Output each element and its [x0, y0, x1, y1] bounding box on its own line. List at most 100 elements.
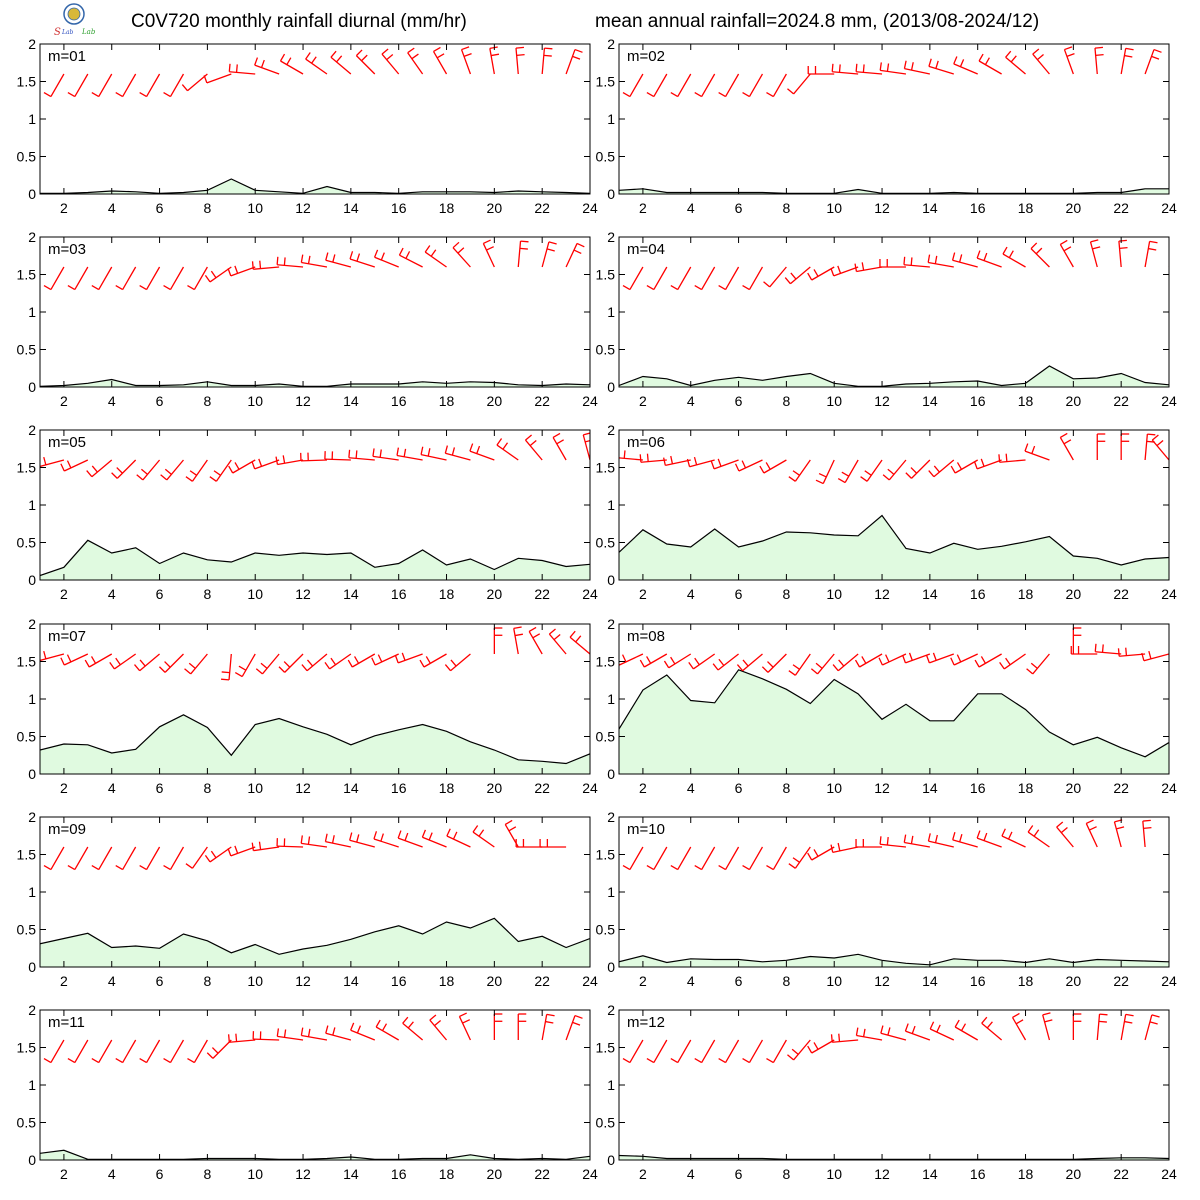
wind-barb — [974, 653, 1002, 668]
x-tick-label: 16 — [970, 973, 986, 989]
x-tick-label: 12 — [295, 1166, 311, 1182]
x-tick-label: 10 — [247, 393, 263, 409]
x-tick-label: 16 — [391, 586, 407, 602]
rainfall-line — [619, 1154, 1169, 1160]
y-tick-label: 1 — [607, 497, 615, 513]
wind-barb — [163, 1039, 185, 1064]
wind-barb — [903, 834, 930, 848]
rainfall-line — [619, 953, 1169, 966]
wind-barb — [686, 456, 715, 468]
x-tick-label: 24 — [582, 200, 598, 216]
wind-barb — [43, 266, 65, 291]
chart-title-left: C0V720 monthly rainfall diurnal (mm/hr) — [131, 11, 467, 32]
wind-barb — [381, 48, 400, 75]
wind-barb — [860, 459, 883, 482]
x-tick-label: 18 — [1018, 586, 1034, 602]
wind-barb — [784, 266, 811, 285]
panel-frame — [39, 236, 591, 388]
rainfall-line — [40, 1149, 590, 1160]
x-tick-label: 8 — [782, 200, 790, 216]
wind-barb — [67, 1039, 89, 1064]
x-tick-label: 8 — [203, 586, 211, 602]
wind-barb — [670, 73, 692, 98]
y-tick-label: 2 — [28, 422, 36, 438]
wind-barb — [855, 63, 883, 75]
wind-barb — [187, 266, 208, 291]
wind-barb — [589, 1038, 590, 1040]
wind-barb — [830, 265, 859, 277]
x-tick-label: 6 — [735, 1166, 743, 1182]
panel-plot-area — [619, 819, 1169, 967]
wind-barb — [429, 1014, 448, 1041]
wind-barb — [766, 846, 787, 871]
wind-barb — [589, 72, 590, 74]
wind-barb — [688, 653, 716, 670]
wind-barb — [854, 262, 883, 273]
wind-barb — [67, 73, 89, 98]
wind-barb — [928, 459, 955, 478]
panel-frame — [618, 43, 1170, 195]
wind-barb — [622, 846, 644, 871]
wind-barb — [1096, 433, 1106, 460]
wind-barb — [766, 1039, 787, 1064]
x-tick-label: 10 — [826, 393, 842, 409]
wind-barb — [646, 846, 668, 871]
wind-barb — [184, 653, 208, 675]
wind-barb — [1168, 1038, 1169, 1040]
wind-barb — [513, 626, 524, 655]
wind-barb — [742, 846, 764, 871]
wind-barb — [565, 242, 585, 268]
wind-barb — [209, 459, 232, 482]
wind-barb — [204, 266, 232, 283]
wind-barb — [275, 455, 304, 466]
wind-barb — [670, 266, 692, 291]
x-tick-label: 22 — [1113, 393, 1129, 409]
y-tick-label: 1 — [607, 691, 615, 707]
wind-barb — [1002, 246, 1026, 268]
x-tick-label: 22 — [534, 586, 550, 602]
wind-barb — [349, 832, 375, 848]
panel-plot-area — [619, 432, 1169, 580]
wind-barb — [1063, 46, 1075, 75]
wind-barb — [1151, 434, 1169, 461]
y-tick-label: 2 — [607, 616, 615, 632]
wind-barb — [882, 459, 907, 481]
wind-barb — [458, 1012, 472, 1041]
wind-barb — [815, 459, 835, 485]
wind-barb — [981, 1016, 1003, 1041]
rainfall-line — [619, 669, 1169, 758]
svg-text:S: S — [54, 27, 61, 38]
y-tick-label: 0 — [28, 1152, 36, 1168]
x-tick-label: 22 — [534, 780, 550, 796]
x-tick-label: 14 — [922, 200, 938, 216]
wind-barb — [139, 1039, 161, 1064]
y-tick-label: 0 — [607, 186, 615, 202]
x-tick-label: 2 — [639, 973, 647, 989]
y-tick-label: 0.5 — [17, 1115, 37, 1131]
wind-barb — [951, 252, 978, 268]
y-tick-label: 0.5 — [17, 729, 37, 745]
y-tick-label: 0 — [607, 959, 615, 975]
y-tick-label: 0 — [28, 186, 36, 202]
wind-barb — [325, 1025, 352, 1041]
wind-barb — [1072, 627, 1082, 654]
wind-barb — [139, 266, 161, 291]
y-tick-label: 0 — [607, 572, 615, 588]
y-tick-label: 0 — [28, 959, 36, 975]
wind-barb — [278, 653, 304, 673]
y-tick-label: 1.5 — [17, 1040, 37, 1056]
x-tick-label: 14 — [343, 973, 359, 989]
x-tick-label: 12 — [874, 393, 890, 409]
wind-barb — [1070, 646, 1098, 655]
wind-barb — [807, 266, 835, 281]
wind-barb — [493, 1013, 503, 1040]
y-tick-label: 2 — [28, 229, 36, 245]
y-tick-label: 2 — [607, 229, 615, 245]
wind-barb — [1168, 845, 1169, 847]
y-tick-label: 0.5 — [596, 149, 616, 165]
panel-plot-area — [619, 46, 1169, 194]
wind-barb — [807, 846, 835, 861]
wind-barb — [109, 653, 137, 670]
wind-barb — [763, 266, 787, 288]
wind-barb — [251, 841, 280, 852]
